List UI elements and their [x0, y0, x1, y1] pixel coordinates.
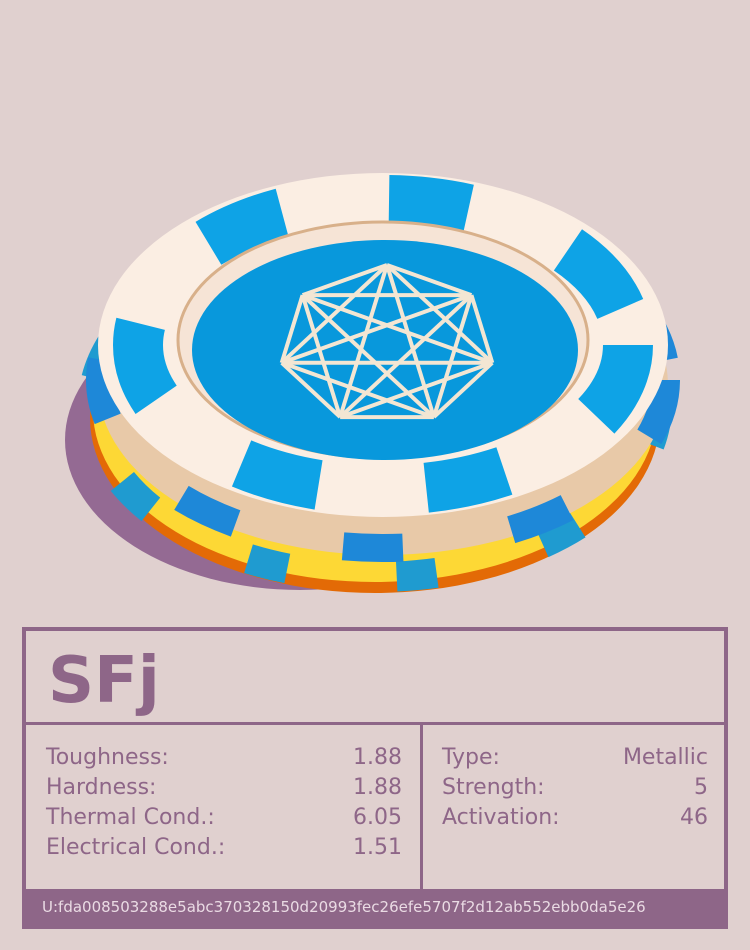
properties-left: Toughness: 1.88 Hardness: 1.88 Thermal Cond.…	[46, 743, 402, 863]
heptagram-line	[281, 360, 435, 419]
property-row: Thermal Cond.: 6.05	[46, 803, 402, 833]
property-value: 1.88	[353, 745, 402, 770]
heptagram-line	[386, 263, 473, 298]
element-symbol: SFj	[48, 644, 160, 718]
chip-stripes	[113, 175, 653, 515]
property-label: Activation:	[442, 805, 560, 830]
property-label: Strength:	[442, 775, 545, 800]
heptagram-line	[338, 264, 389, 418]
chip-center	[192, 240, 578, 460]
property-value: 46	[680, 805, 708, 830]
property-value: 1.88	[353, 775, 402, 800]
property-label: Thermal Cond.:	[46, 805, 215, 830]
heptagram-line	[339, 360, 493, 419]
heptagram-line	[338, 293, 473, 419]
property-row: Activation: 46	[442, 803, 708, 833]
property-row: Hardness: 1.88	[46, 773, 402, 803]
info-panel: SFj Toughness: 1.88 Hardness: 1.88 Thermal C…	[22, 627, 728, 929]
identifier: U:fda008503288e5abc370328150d20993fec26e…	[26, 889, 724, 925]
heptagram-line	[385, 264, 436, 418]
property-label: Toughness:	[46, 745, 169, 770]
property-row: Type: Metallic	[442, 743, 708, 773]
divider	[26, 722, 724, 725]
property-value: Metallic	[622, 745, 708, 770]
heptagram-line	[301, 293, 493, 365]
property-value: 6.05	[353, 805, 402, 830]
property-label: Hardness:	[46, 775, 157, 800]
heptagram-line	[301, 263, 388, 298]
properties-right: Type: Metallic Strength: 5 Activation: 46	[442, 743, 708, 833]
heptagram-line	[385, 263, 494, 365]
heptagram-line	[301, 293, 436, 419]
heptagram-line	[469, 294, 495, 364]
heptagram-line	[280, 361, 342, 419]
heptagram-line	[281, 293, 473, 365]
property-row: Electrical Cond.: 1.51	[46, 833, 402, 863]
heptagram-line	[431, 294, 474, 418]
heptagram-line	[300, 294, 343, 418]
property-row: Toughness: 1.88	[46, 743, 402, 773]
property-value: 1.51	[353, 835, 402, 860]
chip-illustration	[65, 173, 680, 593]
heptagram-line	[279, 294, 305, 364]
property-value: 5	[694, 775, 708, 800]
property-label: Electrical Cond.:	[46, 835, 226, 860]
divider	[420, 725, 423, 889]
property-row: Strength: 5	[442, 773, 708, 803]
heptagram	[279, 263, 495, 420]
property-label: Type:	[442, 745, 500, 770]
heptagram-line	[432, 361, 494, 419]
heptagram-line	[280, 263, 389, 365]
